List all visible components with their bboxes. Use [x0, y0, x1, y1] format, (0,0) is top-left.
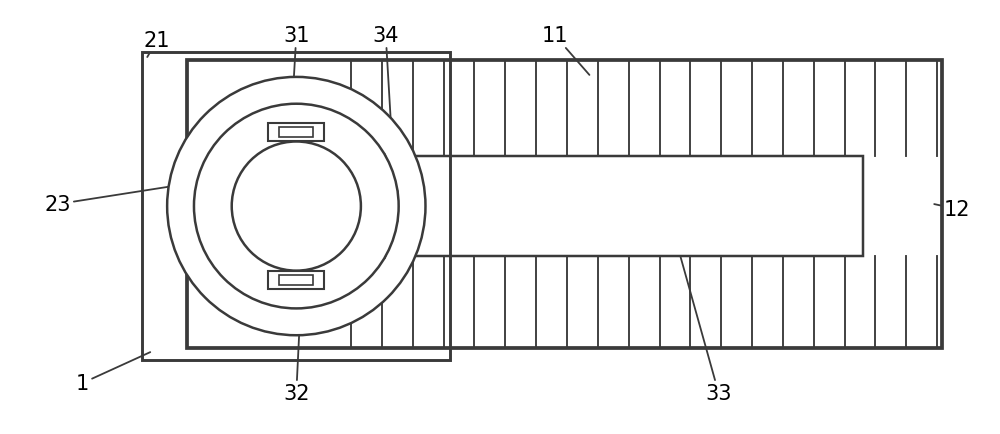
Text: 11: 11	[541, 26, 589, 76]
Circle shape	[167, 78, 425, 335]
Text: 32: 32	[283, 291, 310, 403]
Bar	[279, 128, 313, 138]
Bar	[268, 271, 324, 289]
Polygon shape	[346, 221, 398, 258]
Circle shape	[232, 142, 361, 271]
Text: 1: 1	[76, 352, 150, 393]
Bar	[279, 275, 313, 285]
Bar	[142, 53, 450, 360]
Text: 12: 12	[934, 200, 970, 220]
Text: 33: 33	[679, 251, 732, 403]
Text: 23: 23	[45, 187, 172, 214]
Text: 34: 34	[372, 26, 399, 129]
Text: 31: 31	[283, 26, 310, 122]
Bar	[341, 157, 863, 256]
Bar	[187, 61, 942, 349]
Bar	[268, 124, 324, 142]
Polygon shape	[346, 155, 398, 192]
Text: 21: 21	[144, 31, 170, 58]
Circle shape	[194, 105, 399, 309]
